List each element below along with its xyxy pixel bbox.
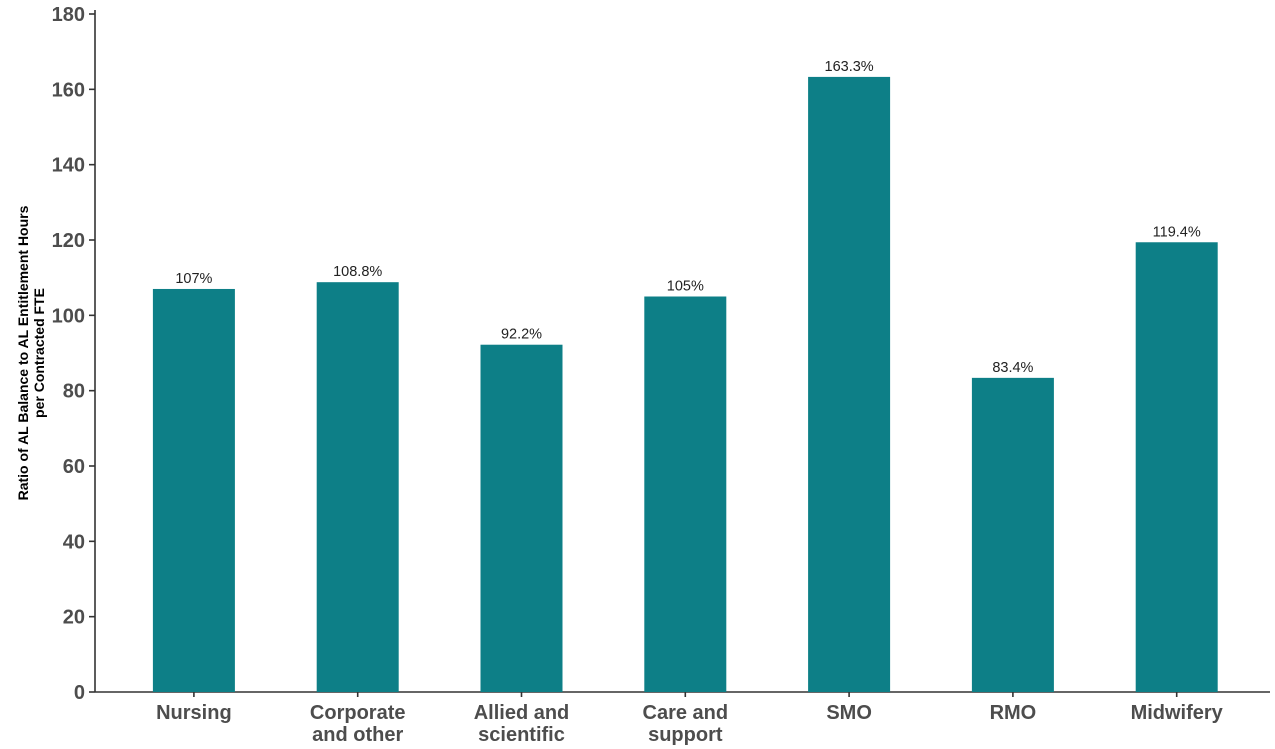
x-tick-label-line: and other xyxy=(312,724,403,746)
x-tick-label-line: Nursing xyxy=(156,702,232,724)
y-tick-label: 120 xyxy=(52,230,85,252)
bar xyxy=(644,296,727,692)
data-label: 92.2% xyxy=(501,327,542,343)
bar xyxy=(808,76,891,693)
x-tick-label-line: support xyxy=(648,724,723,746)
data-label: 163.3% xyxy=(825,59,874,75)
bar xyxy=(152,288,235,692)
x-tick-label-line: RMO xyxy=(990,702,1037,724)
x-tick-label: RMO xyxy=(990,702,1037,724)
x-tick-label-line: SMO xyxy=(826,702,872,724)
x-tick-label-line: Corporate xyxy=(310,702,406,724)
x-tick-label: SMO xyxy=(826,702,872,724)
x-tick-label: Midwifery xyxy=(1131,702,1224,724)
bars xyxy=(152,76,1218,693)
x-tick-label-line: Midwifery xyxy=(1131,702,1224,724)
y-tick-label: 20 xyxy=(63,607,85,629)
y-axis-title: Ratio of AL Balance to AL Entitlement Ho… xyxy=(15,205,47,500)
x-tick-label: Allied and scientific xyxy=(474,702,570,746)
x-axis-ticks: Nursing Corporate and other Allied and scien… xyxy=(156,692,1224,746)
bar xyxy=(971,377,1054,692)
data-labels: 107% 108.8% 92.2% 105% 163.3% 83.4% 119.4% xyxy=(175,59,1201,376)
y-tick-label: 80 xyxy=(63,381,85,403)
data-label: 83.4% xyxy=(992,360,1033,376)
x-tick-label: Corporate and other xyxy=(310,702,406,746)
y-axis-ticks: 0 20 40 60 80 100 120 140 160 180 xyxy=(52,4,95,704)
y-tick-label: 60 xyxy=(63,456,85,478)
y-tick-label: 40 xyxy=(63,531,85,553)
bar xyxy=(480,344,563,692)
x-tick-label: Care and support xyxy=(643,702,729,746)
y-tick-label: 0 xyxy=(74,682,85,704)
y-tick-label: 180 xyxy=(52,4,85,26)
data-label: 105% xyxy=(667,279,704,295)
bar xyxy=(1135,242,1218,692)
x-tick-label-line: scientific xyxy=(478,724,565,746)
y-tick-label: 160 xyxy=(52,79,85,101)
x-tick-label-line: Care and xyxy=(643,702,729,724)
data-label: 108.8% xyxy=(333,264,382,280)
y-axis-title-line: Ratio of AL Balance to AL Entitlement Ho… xyxy=(15,205,31,500)
x-tick-label: Nursing xyxy=(156,702,232,724)
y-tick-label: 140 xyxy=(52,155,85,177)
data-label: 119.4% xyxy=(1153,224,1201,240)
y-axis-title-line: per Contracted FTE xyxy=(31,288,47,418)
bar xyxy=(316,282,399,692)
data-label: 107% xyxy=(175,271,212,287)
x-tick-label-line: Allied and xyxy=(474,702,570,724)
y-tick-label: 100 xyxy=(52,305,85,327)
